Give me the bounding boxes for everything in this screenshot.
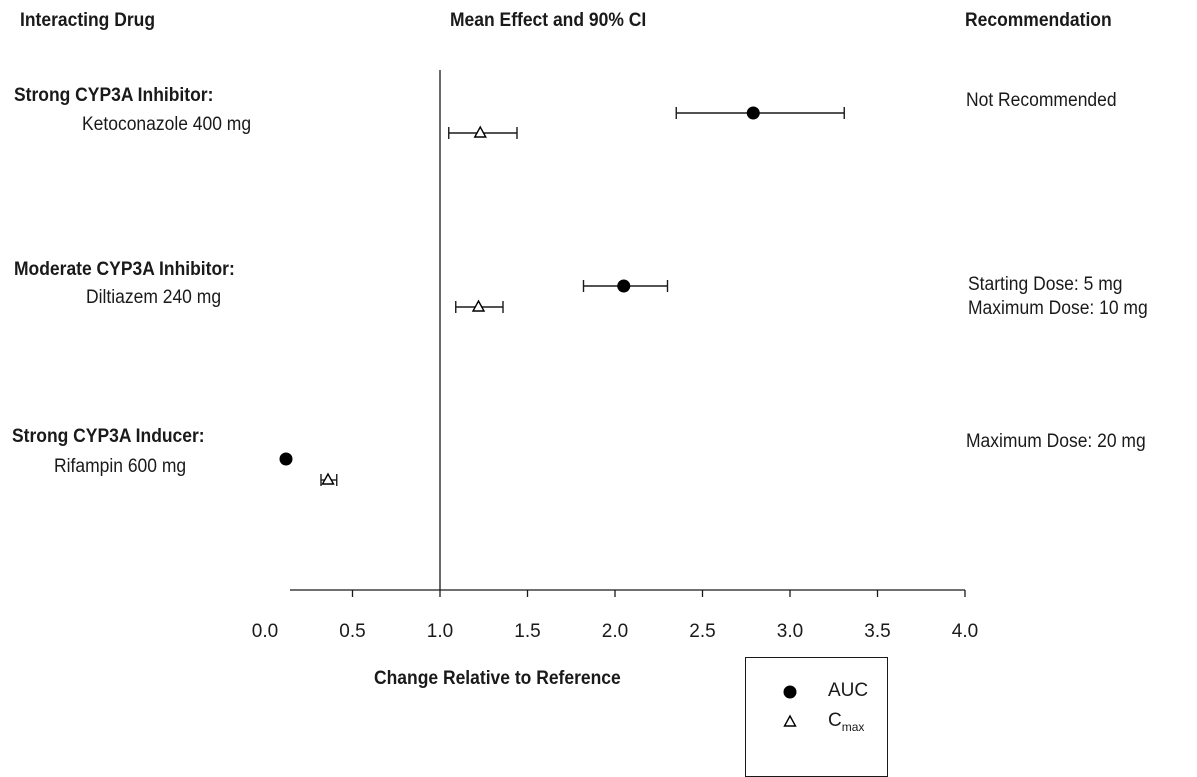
x-tick-label: 2.5 bbox=[689, 621, 715, 642]
x-tick-label: 0.5 bbox=[339, 621, 365, 642]
x-tick-label: 2.0 bbox=[602, 621, 628, 642]
x-tick-label: 0.0 bbox=[252, 621, 278, 642]
legend-label-cmax: Cmax bbox=[828, 710, 864, 734]
legend: AUC Cmax bbox=[745, 657, 888, 777]
drug-name-rifampin: Rifampin 600 mg bbox=[54, 456, 187, 477]
recommendation-ketoconazole: Not Recommended bbox=[966, 89, 1117, 113]
x-tick-label: 1.0 bbox=[427, 621, 453, 642]
legend-label-auc: AUC bbox=[828, 680, 869, 701]
header-mean-effect: Mean Effect and 90% CI bbox=[450, 10, 647, 31]
header-recommendation: Recommendation bbox=[965, 10, 1112, 31]
auc-point bbox=[617, 279, 631, 293]
x-tick-label: 4.0 bbox=[952, 621, 978, 642]
drug-class-strong-inducer: Strong CYP3A Inducer: bbox=[12, 426, 205, 447]
drug-name-diltiazem: Diltiazem 240 mg bbox=[86, 287, 222, 308]
x-axis: 0.0 0.5 1.0 1.5 2.0 2.5 3.0 3.5 4.0 bbox=[252, 589, 978, 642]
recommendation-line: Not Recommended bbox=[966, 90, 1117, 111]
recommendation-line: Starting Dose: 5 mg bbox=[968, 274, 1123, 295]
legend-label-cmax-main: C bbox=[828, 710, 842, 731]
header-interacting-drug: Interacting Drug bbox=[20, 10, 155, 31]
open-triangle-icon bbox=[783, 714, 797, 727]
recommendation-rifampin: Maximum Dose: 20 mg bbox=[966, 430, 1146, 454]
drug-class-strong-inhibitor: Strong CYP3A Inhibitor: bbox=[14, 85, 214, 106]
legend-item-auc: AUC bbox=[746, 678, 889, 706]
forest-plot: 0.0 0.5 1.0 1.5 2.0 2.5 3.0 3.5 4.0 bbox=[252, 70, 978, 642]
x-tick-label: 3.0 bbox=[777, 621, 803, 642]
recommendation-diltiazem: Starting Dose: 5 mg Maximum Dose: 10 mg bbox=[968, 273, 1148, 321]
legend-label-cmax-sub: max bbox=[841, 719, 865, 734]
recommendation-line: Maximum Dose: 20 mg bbox=[966, 431, 1146, 452]
x-tick-label: 3.5 bbox=[864, 621, 890, 642]
filled-circle-icon bbox=[783, 685, 797, 699]
cmax-point bbox=[473, 125, 487, 138]
data-marks bbox=[279, 106, 845, 486]
x-tick-label: 1.5 bbox=[514, 621, 540, 642]
legend-item-cmax: Cmax bbox=[746, 708, 889, 736]
auc-point bbox=[746, 106, 760, 120]
cmax-point bbox=[321, 472, 335, 485]
auc-point bbox=[279, 452, 293, 466]
recommendation-line: Maximum Dose: 10 mg bbox=[968, 298, 1148, 319]
drug-name-ketoconazole: Ketoconazole 400 mg bbox=[82, 114, 252, 135]
x-axis-label: Change Relative to Reference bbox=[374, 668, 621, 689]
cmax-point bbox=[471, 299, 486, 312]
drug-class-moderate-inhibitor: Moderate CYP3A Inhibitor: bbox=[14, 259, 235, 280]
